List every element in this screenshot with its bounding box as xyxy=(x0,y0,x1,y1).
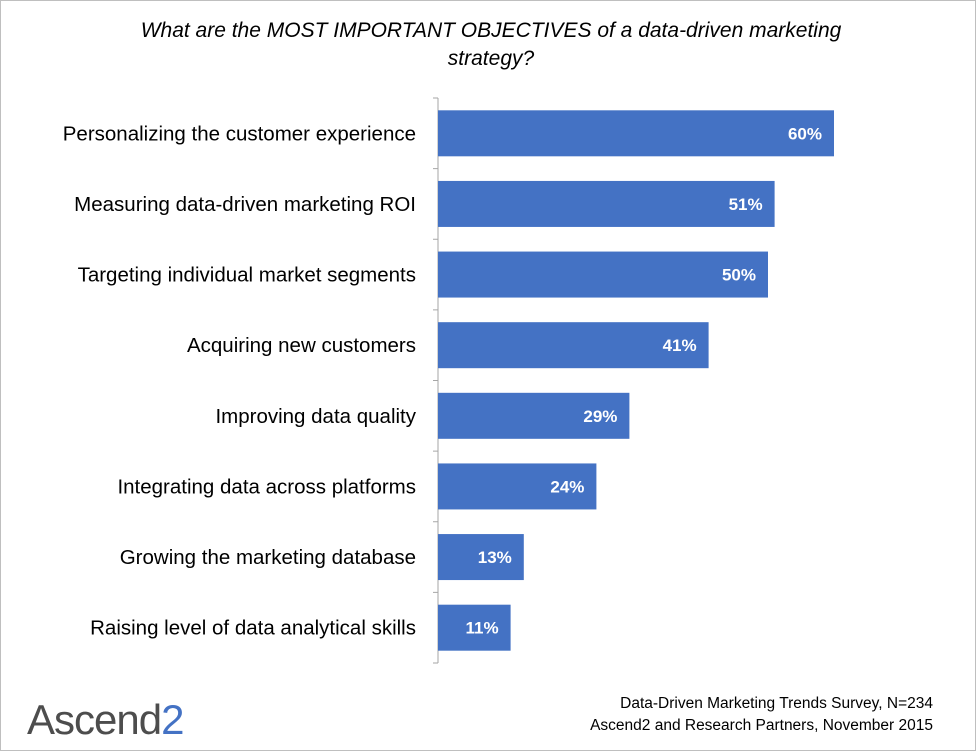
bar xyxy=(438,110,834,157)
data-label: 41% xyxy=(663,336,697,355)
category-label: Personalizing the customer experience xyxy=(63,122,416,145)
bar xyxy=(438,392,630,439)
bar xyxy=(438,251,768,298)
data-label: 29% xyxy=(583,407,617,426)
data-label: 50% xyxy=(722,266,756,285)
bar xyxy=(438,604,511,651)
bar xyxy=(438,180,775,227)
source-line-2: Ascend2 and Research Partners, November … xyxy=(590,717,933,734)
data-label: 11% xyxy=(466,619,499,638)
category-label: Raising level of data analytical skills xyxy=(90,617,416,640)
data-label: 51% xyxy=(729,195,763,214)
logo-text: Ascend xyxy=(27,696,162,743)
source-note: Data-Driven Marketing Trends Survey, N=2… xyxy=(590,693,933,737)
data-label: 60% xyxy=(788,124,822,143)
bar xyxy=(438,534,524,581)
category-label: Growing the marketing database xyxy=(120,546,416,569)
bar-series xyxy=(438,110,834,651)
category-label: Integrating data across platforms xyxy=(117,475,416,498)
category-label: Measuring data-driven marketing ROI xyxy=(74,193,416,216)
value-labels: 60% 51% 50% 41% 29% 24% 13% 11% xyxy=(466,124,822,637)
category-label: Acquiring new customers xyxy=(187,334,416,357)
source-line-1: Data-Driven Marketing Trends Survey, N=2… xyxy=(620,695,933,712)
category-label: Targeting individual market segments xyxy=(78,264,416,287)
chart-title: What are the MOST IMPORTANT OBJECTIVES o… xyxy=(140,19,842,70)
logo-accent: 2 xyxy=(161,696,184,743)
data-label: 13% xyxy=(478,548,512,567)
data-label: 24% xyxy=(550,477,584,496)
category-label: Improving data quality xyxy=(215,405,416,428)
ascend2-logo: Ascend2 xyxy=(27,695,184,745)
category-labels: Personalizing the customer experience Mea… xyxy=(63,122,417,639)
category-axis-ticks xyxy=(433,97,438,664)
bar xyxy=(438,463,597,510)
bar xyxy=(438,322,709,369)
